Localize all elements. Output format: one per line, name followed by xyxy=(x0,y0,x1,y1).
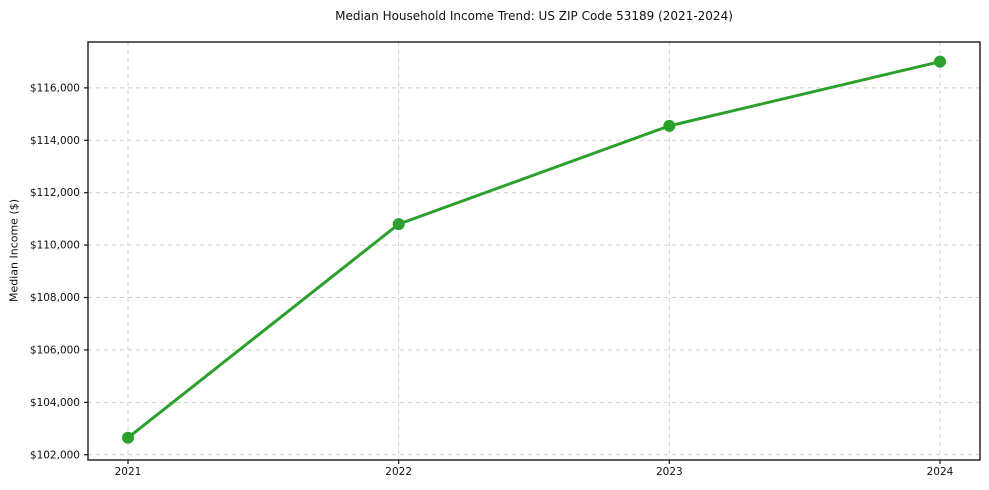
x-tick-label: 2021 xyxy=(115,466,142,478)
x-tick-label: 2023 xyxy=(656,466,683,478)
chart-title: Median Household Income Trend: US ZIP Co… xyxy=(335,9,733,23)
y-tick-label: $108,000 xyxy=(30,292,80,304)
y-tick-label: $110,000 xyxy=(30,240,80,252)
y-tick-label: $116,000 xyxy=(30,82,80,94)
data-point-marker xyxy=(934,55,946,68)
y-tick-label: $104,000 xyxy=(30,397,80,409)
trend-line xyxy=(126,60,942,440)
y-tick-label: $114,000 xyxy=(30,135,80,147)
y-axis-label: Median Income ($) xyxy=(7,198,21,303)
x-tick-label: 2022 xyxy=(385,466,412,478)
y-tick-label: $112,000 xyxy=(30,187,80,199)
data-point-marker xyxy=(122,431,134,444)
data-point-marker xyxy=(392,218,405,231)
plot-border xyxy=(87,41,981,461)
y-tick-label: $106,000 xyxy=(30,344,80,356)
y-tick-label: $102,000 xyxy=(30,449,80,461)
data-point-marker xyxy=(663,119,676,132)
x-tick-label: 2024 xyxy=(927,466,954,478)
